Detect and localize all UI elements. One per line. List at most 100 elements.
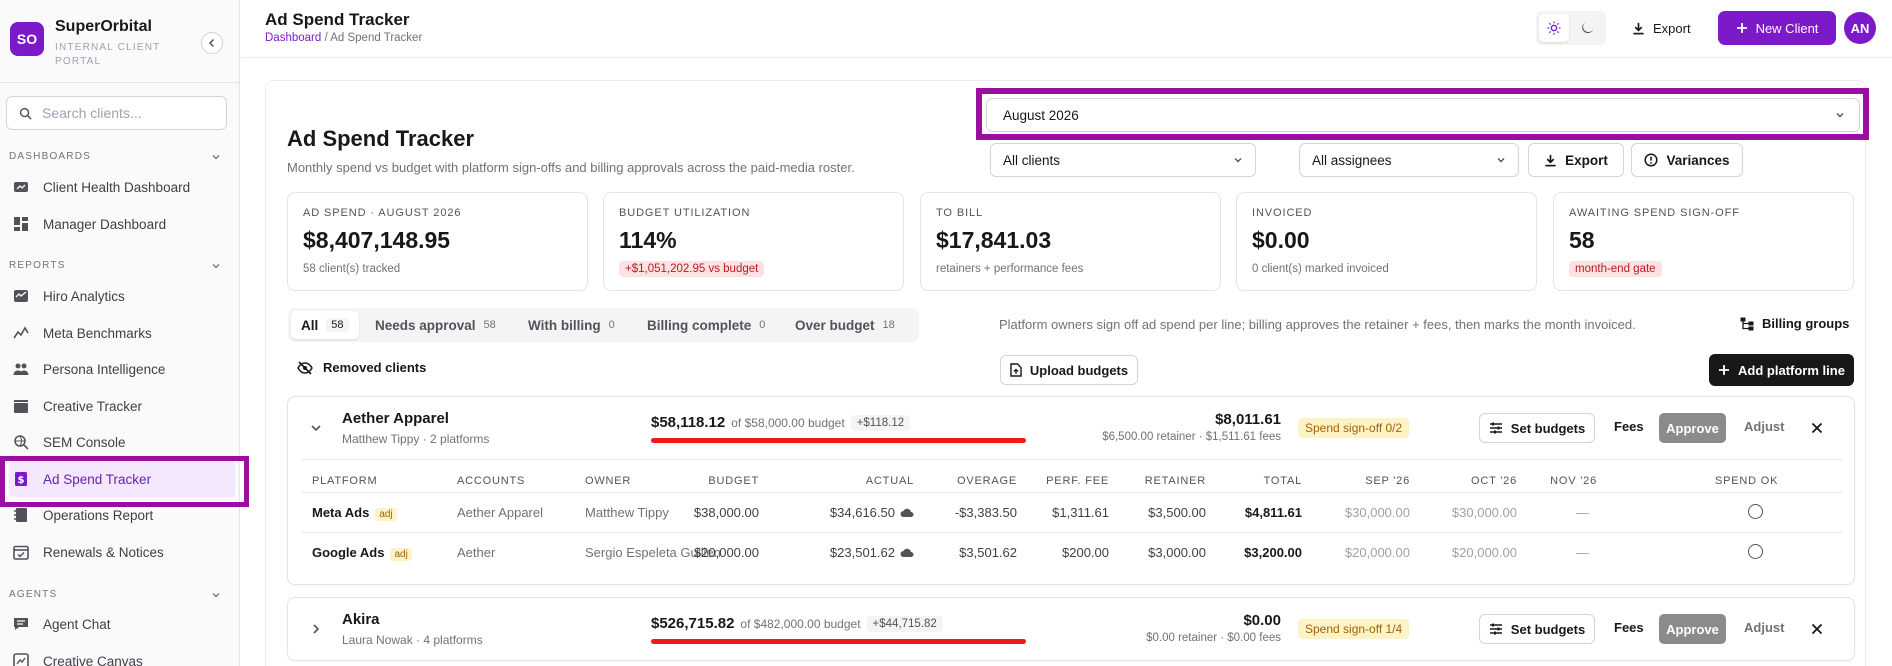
kpi-label: TO BILL	[936, 207, 984, 219]
tab-count: 58	[326, 318, 349, 332]
trend-line-icon	[13, 326, 29, 339]
client-name[interactable]: Aether Apparel	[342, 410, 449, 427]
sidebar-item-operations-report[interactable]: Operations Report	[13, 497, 238, 533]
sidebar-item-hiro-analytics[interactable]: Hiro Analytics	[13, 278, 238, 314]
sidebar-item-persona-intelligence[interactable]: Persona Intelligence	[13, 351, 238, 387]
cell-owner: Sergio Espeleta Guillen	[585, 545, 721, 560]
new-client-label: New Client	[1755, 20, 1819, 36]
budget-progress-bar	[651, 639, 1026, 644]
client-name[interactable]: Akira	[342, 611, 380, 628]
tab-billing-complete[interactable]: Billing complete 0	[647, 311, 765, 339]
billing-groups-button[interactable]: Billing groups	[1740, 316, 1849, 331]
tab-label: Needs approval	[375, 317, 476, 333]
client-meta: Laura Nowak · 4 platforms	[342, 633, 483, 647]
client-spend: $58,118.12 of $58,000.00 budget +$118.12	[651, 414, 911, 431]
sidebar-item-client-health-dashboard[interactable]: Client Health Dashboard	[13, 169, 238, 205]
header-export-label: Export	[1653, 20, 1691, 36]
col-perf-fee: PERF. FEE	[1046, 475, 1109, 487]
search-input[interactable]	[42, 105, 212, 121]
col-actual: ACTUAL	[865, 475, 914, 487]
assignee-filter-value: All assignees	[1312, 152, 1392, 168]
chevron-right-icon[interactable]	[310, 623, 322, 635]
chevron-down-icon[interactable]	[310, 422, 322, 434]
section-reports[interactable]: REPORTS	[9, 260, 221, 271]
cell-sep: $20,000.00	[1344, 545, 1410, 560]
tab-label: All	[301, 317, 319, 333]
close-icon[interactable]	[1811, 623, 1823, 635]
search-box[interactable]	[6, 96, 227, 130]
tab-label: Over budget	[795, 317, 875, 333]
dark-mode-button[interactable]	[1573, 14, 1603, 42]
kpi-over-budget-badge: +$1,051,202.95 vs budget	[619, 261, 765, 277]
brand-name: SuperOrbital	[55, 18, 152, 35]
set-budgets-button[interactable]: Set budgets	[1479, 413, 1595, 443]
variances-button[interactable]: Variances	[1631, 143, 1743, 177]
sidebar-item-meta-benchmarks[interactable]: Meta Benchmarks	[13, 315, 238, 351]
kpi-label: BUDGET UTILIZATION	[619, 207, 751, 219]
kpi-ad-spend: AD SPEND · AUGUST 2026 $8,407,148.95 58 …	[287, 192, 588, 291]
cell-perf-fee: $200.00	[1062, 545, 1109, 560]
canvas-icon	[13, 653, 29, 666]
sidebar-item-renewals-notices[interactable]: Renewals & Notices	[13, 534, 238, 570]
page-subtitle: Monthly spend vs budget with platform si…	[287, 160, 855, 175]
chevron-down-icon	[212, 263, 220, 268]
sidebar-item-manager-dashboard[interactable]: Manager Dashboard	[13, 206, 238, 242]
sidebar-item-sem-console[interactable]: SEM Console	[13, 424, 238, 460]
sidebar-item-ad-spend-tracker[interactable]: $ Ad Spend Tracker	[9, 461, 235, 497]
sliders-icon	[1489, 422, 1502, 434]
removed-clients-toggle[interactable]: Removed clients	[297, 360, 426, 375]
kpi-note: 58 client(s) tracked	[303, 263, 401, 275]
tab-label: With billing	[528, 317, 601, 333]
tab-needs-approval[interactable]: Needs approval 58	[375, 311, 496, 339]
close-icon[interactable]	[1811, 422, 1823, 434]
upload-budgets-button[interactable]: Upload budgets	[1000, 355, 1138, 385]
chevron-down-icon	[1497, 158, 1505, 163]
section-dashboards[interactable]: DASHBOARDS	[9, 151, 221, 162]
spend-ok-radio[interactable]	[1748, 504, 1763, 519]
set-budgets-label: Set budgets	[1510, 621, 1586, 637]
sidebar-item-creative-tracker[interactable]: Creative Tracker	[13, 388, 238, 424]
col-oct: OCT '26	[1470, 475, 1517, 487]
cell-retainer: $3,000.00	[1148, 545, 1206, 560]
assignee-filter-select[interactable]: All assignees	[1299, 143, 1519, 177]
inbox-chart-icon	[14, 290, 28, 302]
new-client-button[interactable]: New Client	[1718, 11, 1836, 45]
brand-subtitle: INTERNAL CLIENT PORTAL	[55, 42, 161, 67]
export-button[interactable]: Export	[1528, 143, 1624, 177]
sidebar-item-creative-canvas[interactable]: Creative Canvas	[13, 643, 238, 666]
tab-all[interactable]: All 58	[291, 311, 359, 339]
col-nov: NOV '26	[1550, 475, 1597, 487]
breadcrumb-dashboard-link[interactable]: Dashboard	[265, 32, 322, 44]
user-avatar[interactable]: AN	[1844, 12, 1876, 44]
tab-with-billing[interactable]: With billing 0	[528, 311, 615, 339]
set-budgets-button[interactable]: Set budgets	[1479, 614, 1595, 644]
collapse-sidebar-button[interactable]	[201, 32, 223, 54]
section-agents[interactable]: AGENTS	[9, 589, 221, 600]
cell-total: $3,200.00	[1244, 545, 1302, 560]
tab-over-budget[interactable]: Over budget 18	[795, 311, 895, 339]
cell-nov: —	[1576, 545, 1589, 560]
cell-nov: —	[1576, 505, 1589, 520]
adjust-button[interactable]: Adjust	[1744, 419, 1785, 434]
fees-button[interactable]: Fees	[1614, 419, 1644, 434]
client-filter-select[interactable]: All clients	[990, 143, 1256, 177]
approve-button[interactable]: Approve	[1659, 614, 1726, 644]
spend-ok-radio[interactable]	[1748, 544, 1763, 559]
kpi-to-bill: TO BILL $17,841.03 retainers + performan…	[920, 192, 1221, 291]
cell-sep: $30,000.00	[1344, 505, 1410, 520]
fees-button[interactable]: Fees	[1614, 620, 1644, 635]
col-spend-ok: SPEND OK	[1715, 475, 1779, 487]
month-select[interactable]: August 2026	[986, 98, 1860, 132]
approve-button[interactable]: Approve	[1659, 413, 1726, 443]
header-export-button[interactable]: Export	[1622, 11, 1701, 45]
kpi-label: INVOICED	[1252, 207, 1313, 219]
sidebar-item-agent-chat[interactable]: Agent Chat	[13, 606, 238, 642]
add-platform-line-button[interactable]: Add platform line	[1709, 354, 1854, 386]
light-mode-button[interactable]	[1539, 14, 1569, 42]
users-icon	[13, 363, 29, 375]
adjust-button[interactable]: Adjust	[1744, 620, 1785, 635]
cell-owner: Matthew Tippy	[585, 505, 669, 520]
add-platform-line-label: Add platform line	[1738, 362, 1845, 378]
cell-account: Aether	[457, 545, 496, 560]
signoff-badge: Spend sign-off 0/2	[1298, 418, 1410, 438]
